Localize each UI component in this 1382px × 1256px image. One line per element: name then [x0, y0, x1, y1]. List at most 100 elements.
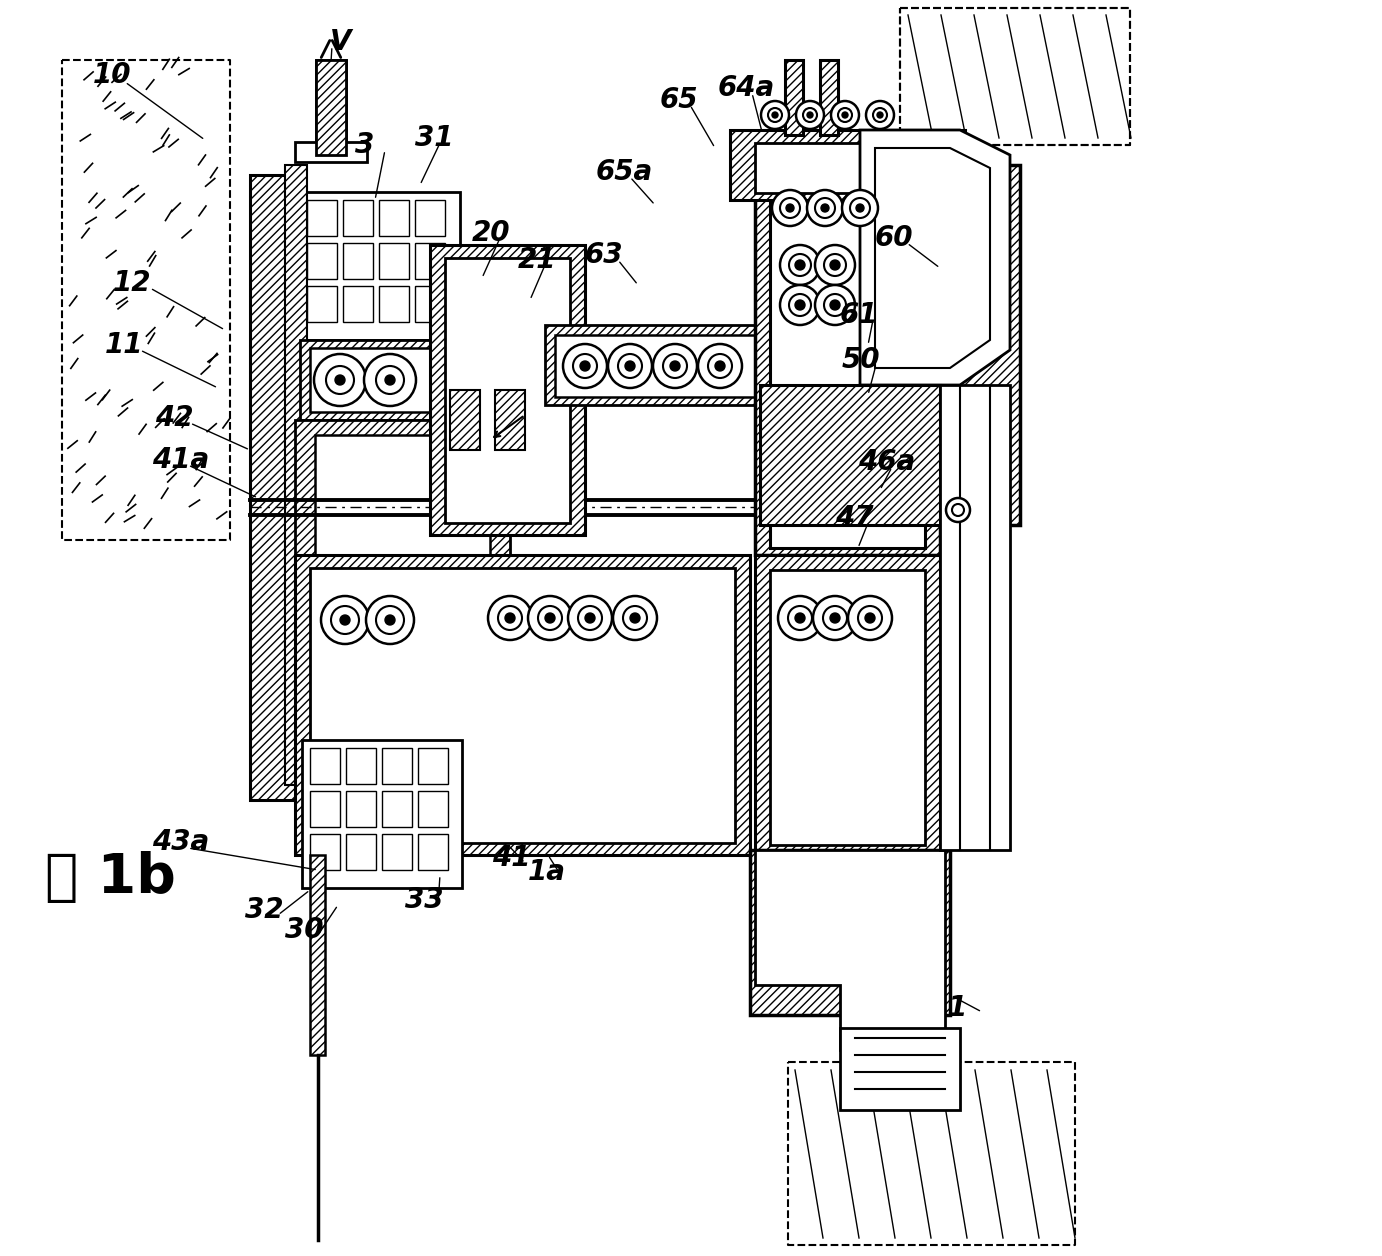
Circle shape: [849, 597, 891, 641]
Circle shape: [788, 605, 813, 631]
Text: 64a: 64a: [719, 74, 775, 102]
Circle shape: [796, 100, 824, 129]
Circle shape: [842, 112, 849, 118]
Circle shape: [708, 354, 732, 378]
Text: 42: 42: [155, 404, 193, 432]
Bar: [755, 555, 940, 850]
Circle shape: [574, 354, 597, 378]
Bar: [415, 200, 445, 236]
Polygon shape: [755, 850, 945, 1050]
Text: 61: 61: [840, 301, 879, 329]
Bar: [310, 348, 520, 412]
Circle shape: [855, 203, 864, 212]
Circle shape: [663, 354, 687, 378]
Bar: [307, 242, 337, 279]
Bar: [310, 568, 735, 843]
Circle shape: [334, 376, 346, 386]
Text: 30: 30: [285, 916, 323, 945]
Circle shape: [850, 198, 871, 219]
Text: 10: 10: [93, 62, 131, 89]
Bar: [445, 257, 569, 522]
Polygon shape: [875, 148, 990, 368]
Bar: [307, 200, 337, 236]
Circle shape: [789, 294, 811, 317]
Circle shape: [831, 300, 840, 310]
Bar: [556, 335, 760, 397]
Circle shape: [824, 605, 847, 631]
Circle shape: [813, 597, 857, 641]
Polygon shape: [860, 131, 1010, 386]
Bar: [379, 200, 409, 236]
Circle shape: [488, 597, 532, 641]
Text: 12: 12: [113, 269, 152, 296]
Bar: [250, 175, 300, 800]
Bar: [379, 286, 409, 322]
Bar: [285, 165, 307, 785]
Bar: [840, 1027, 960, 1110]
Circle shape: [873, 108, 887, 122]
Circle shape: [386, 376, 395, 386]
Circle shape: [795, 260, 804, 270]
Bar: [294, 420, 510, 595]
Circle shape: [376, 605, 404, 634]
Circle shape: [698, 344, 742, 388]
Bar: [346, 749, 376, 784]
Bar: [294, 555, 750, 855]
Text: V: V: [330, 28, 351, 57]
Circle shape: [878, 112, 883, 118]
Circle shape: [340, 615, 350, 625]
Circle shape: [366, 597, 415, 644]
Text: 33: 33: [405, 885, 444, 914]
Circle shape: [779, 285, 820, 325]
Bar: [381, 749, 412, 784]
Circle shape: [815, 285, 855, 325]
Bar: [495, 391, 525, 450]
Bar: [750, 850, 949, 1015]
Circle shape: [768, 108, 782, 122]
Circle shape: [821, 203, 829, 212]
Bar: [310, 749, 340, 784]
Bar: [770, 570, 925, 845]
Circle shape: [858, 605, 882, 631]
Bar: [316, 60, 346, 154]
Bar: [730, 131, 965, 200]
Circle shape: [545, 613, 556, 623]
Circle shape: [538, 605, 562, 631]
Bar: [755, 143, 940, 193]
Bar: [415, 286, 445, 322]
Circle shape: [623, 605, 647, 631]
Circle shape: [363, 354, 416, 406]
Text: 32: 32: [245, 896, 283, 924]
Circle shape: [795, 300, 804, 310]
Bar: [770, 178, 925, 548]
Circle shape: [326, 365, 354, 394]
Circle shape: [795, 613, 804, 623]
Circle shape: [568, 597, 612, 641]
Text: 11: 11: [105, 332, 144, 359]
Bar: [300, 192, 460, 340]
Polygon shape: [940, 386, 1010, 850]
Text: 65a: 65a: [596, 158, 654, 186]
Circle shape: [867, 100, 894, 129]
Bar: [303, 740, 462, 888]
Text: 65: 65: [661, 85, 698, 114]
Circle shape: [831, 100, 860, 129]
Bar: [417, 834, 448, 870]
Circle shape: [562, 344, 607, 388]
Bar: [307, 286, 337, 322]
Circle shape: [837, 108, 851, 122]
Bar: [760, 386, 940, 525]
Bar: [381, 834, 412, 870]
Circle shape: [824, 254, 846, 276]
Bar: [316, 60, 346, 154]
Circle shape: [504, 613, 515, 623]
Bar: [785, 60, 803, 134]
Circle shape: [761, 100, 789, 129]
Circle shape: [714, 360, 726, 371]
Bar: [940, 165, 1020, 525]
Text: 20: 20: [473, 219, 510, 247]
Circle shape: [786, 203, 795, 212]
Circle shape: [580, 360, 590, 371]
Circle shape: [803, 108, 817, 122]
Circle shape: [376, 365, 404, 394]
